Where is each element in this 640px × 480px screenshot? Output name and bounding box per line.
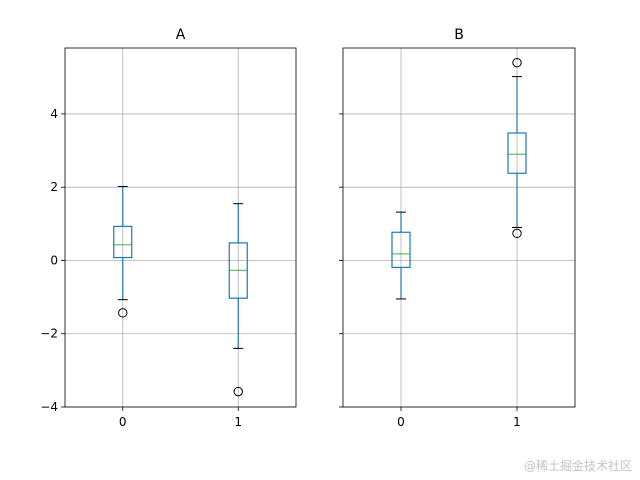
outlier-point [233,386,243,397]
outlier-point [512,57,522,68]
x-tick-label: 1 [513,415,521,429]
y-tick-label: 4 [50,107,58,121]
panel-b: 0 1 B [339,27,576,429]
panel-a: −4 −2 0 2 4 0 1 A [40,27,297,429]
y-tick-label: −4 [40,400,58,414]
watermark: @稀土掘金技术社区 [523,459,632,473]
y-tick-label: 2 [50,180,58,194]
axes-frame [342,47,576,408]
panel-title: A [176,27,186,43]
x-tick-label: 1 [234,415,242,429]
y-tick-label: 0 [50,253,58,267]
x-tick-label: 0 [119,415,127,429]
box-a-1 [228,203,248,397]
box-a-0 [113,185,133,318]
axes-frame [64,47,297,408]
box-b-1 [507,57,527,239]
box-b-0 [391,211,411,300]
outlier-point [118,308,128,318]
panel-title: B [454,27,464,43]
box-body [391,231,411,269]
outlier-point [512,228,522,239]
box-body [507,132,527,174]
y-tick-label: −2 [40,327,58,341]
box-body [113,225,133,259]
x-tick-label: 0 [397,415,405,429]
